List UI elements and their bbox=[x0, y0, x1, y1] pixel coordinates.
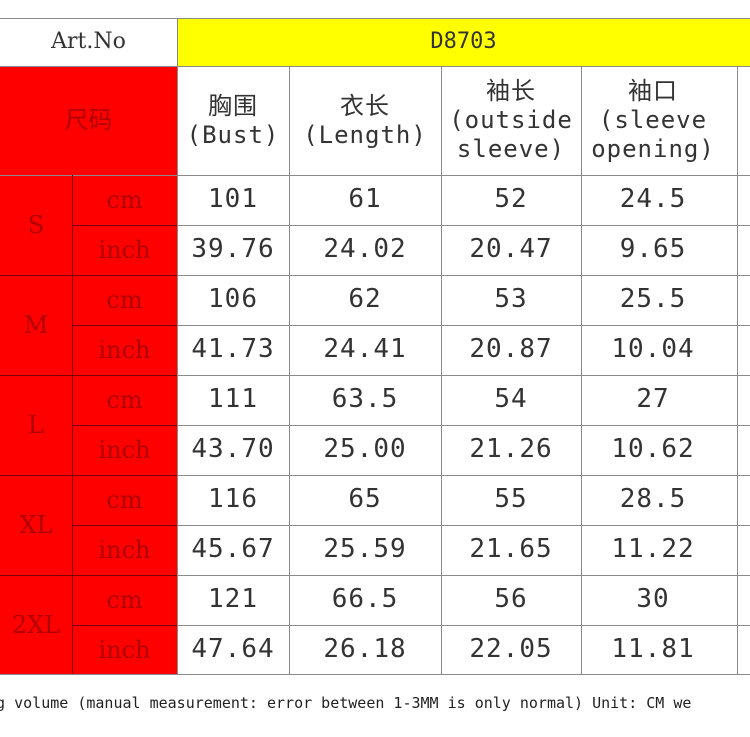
unit-inch-label: inch bbox=[72, 525, 177, 575]
inch-value-cell: 41.73 bbox=[191, 334, 275, 365]
column-header-sleeve-opening: 袖口 (sleeve opening) bbox=[591, 77, 715, 163]
cm-value-cell: 56 bbox=[494, 584, 528, 615]
grid-line bbox=[0, 375, 177, 376]
inch-value-cell: 43.70 bbox=[191, 434, 275, 465]
inch-value-cell: 10.04 bbox=[611, 334, 695, 365]
cm-value-cell: 106 bbox=[208, 284, 258, 315]
grid-line bbox=[0, 275, 177, 276]
grid-line bbox=[72, 175, 73, 674]
inch-value-cell: 24.02 bbox=[323, 234, 407, 265]
grid-line bbox=[289, 66, 290, 674]
grid-line bbox=[177, 525, 750, 526]
inch-value-cell: 20.87 bbox=[469, 334, 553, 365]
cm-value-cell: 116 bbox=[208, 484, 258, 515]
grid-line bbox=[0, 175, 750, 176]
cm-value-cell: 101 bbox=[208, 184, 258, 215]
grid-line bbox=[177, 475, 750, 476]
inch-value-cell: 20.47 bbox=[469, 234, 553, 265]
art-no-label: Art.No bbox=[51, 28, 126, 54]
unit-cm-label: cm bbox=[72, 175, 177, 225]
grid-line bbox=[177, 275, 750, 276]
inch-value-cell: 21.26 bbox=[469, 434, 553, 465]
size-label: L bbox=[0, 375, 72, 475]
grid-line bbox=[0, 475, 177, 476]
grid-line bbox=[72, 525, 177, 526]
grid-line bbox=[177, 18, 178, 674]
cm-value-cell: 52 bbox=[494, 184, 528, 215]
column-header-sleeve: 袖长 (outside sleeve) bbox=[449, 77, 573, 163]
inch-value-cell: 21.65 bbox=[469, 534, 553, 565]
grid-line bbox=[0, 575, 177, 576]
inch-value-cell: 22.05 bbox=[469, 634, 553, 665]
grid-line bbox=[177, 425, 750, 426]
inch-value-cell: 11.81 bbox=[611, 634, 695, 665]
inch-value-cell: 47.64 bbox=[191, 634, 275, 665]
size-header: 尺码 bbox=[0, 66, 177, 175]
unit-cm-label: cm bbox=[72, 375, 177, 425]
art-no-value: D8703 bbox=[177, 18, 750, 66]
grid-line bbox=[177, 375, 750, 376]
inch-value-cell: 10.62 bbox=[611, 434, 695, 465]
inch-value-cell: 45.67 bbox=[191, 534, 275, 565]
footer-note: ing volume (manual measurement: error be… bbox=[0, 688, 750, 718]
cm-value-cell: 30 bbox=[636, 584, 670, 615]
grid-line bbox=[177, 325, 750, 326]
grid-line bbox=[72, 625, 177, 626]
cm-value-cell: 25.5 bbox=[619, 284, 687, 315]
grid-line bbox=[441, 66, 442, 674]
unit-inch-label: inch bbox=[72, 325, 177, 375]
cm-value-cell: 28.5 bbox=[619, 484, 687, 515]
cm-value-cell: 53 bbox=[494, 284, 528, 315]
unit-inch-label: inch bbox=[72, 625, 177, 675]
cm-value-cell: 54 bbox=[494, 384, 528, 415]
column-header-length: 衣长 (Length) bbox=[303, 91, 427, 149]
size-label: 2XL bbox=[0, 575, 72, 675]
size-label: M bbox=[0, 275, 72, 375]
grid-line bbox=[737, 66, 738, 674]
unit-inch-label: inch bbox=[72, 425, 177, 475]
unit-cm-label: cm bbox=[72, 475, 177, 525]
grid-line bbox=[0, 66, 750, 67]
inch-value-cell: 25.00 bbox=[323, 434, 407, 465]
inch-value-cell: 26.18 bbox=[323, 634, 407, 665]
cm-value-cell: 62 bbox=[348, 284, 382, 315]
inch-value-cell: 39.76 bbox=[191, 234, 275, 265]
grid-line bbox=[177, 625, 750, 626]
inch-value-cell: 11.22 bbox=[611, 534, 695, 565]
unit-cm-label: cm bbox=[72, 275, 177, 325]
unit-inch-label: inch bbox=[72, 225, 177, 275]
size-label: S bbox=[0, 175, 72, 275]
grid-line bbox=[581, 66, 582, 674]
grid-line bbox=[0, 18, 750, 19]
cm-value-cell: 24.5 bbox=[619, 184, 687, 215]
grid-line bbox=[0, 674, 750, 675]
cm-value-cell: 27 bbox=[636, 384, 670, 415]
cm-value-cell: 55 bbox=[494, 484, 528, 515]
inch-value-cell: 25.59 bbox=[323, 534, 407, 565]
cm-value-cell: 65 bbox=[348, 484, 382, 515]
cm-value-cell: 121 bbox=[208, 584, 258, 615]
size-label: XL bbox=[0, 475, 72, 575]
inch-value-cell: 24.41 bbox=[323, 334, 407, 365]
inch-value-cell: 9.65 bbox=[619, 234, 687, 265]
grid-line bbox=[177, 225, 750, 226]
grid-line bbox=[72, 225, 177, 226]
cm-value-cell: 111 bbox=[208, 384, 258, 415]
footer-text: ing volume (manual measurement: error be… bbox=[0, 694, 692, 712]
grid-line bbox=[177, 575, 750, 576]
column-header-bust: 胸围 (Bust) bbox=[186, 91, 280, 149]
unit-cm-label: cm bbox=[72, 575, 177, 625]
cm-value-cell: 61 bbox=[348, 184, 382, 215]
cm-value-cell: 66.5 bbox=[331, 584, 399, 615]
grid-line bbox=[72, 325, 177, 326]
cm-value-cell: 63.5 bbox=[331, 384, 399, 415]
grid-line bbox=[72, 425, 177, 426]
